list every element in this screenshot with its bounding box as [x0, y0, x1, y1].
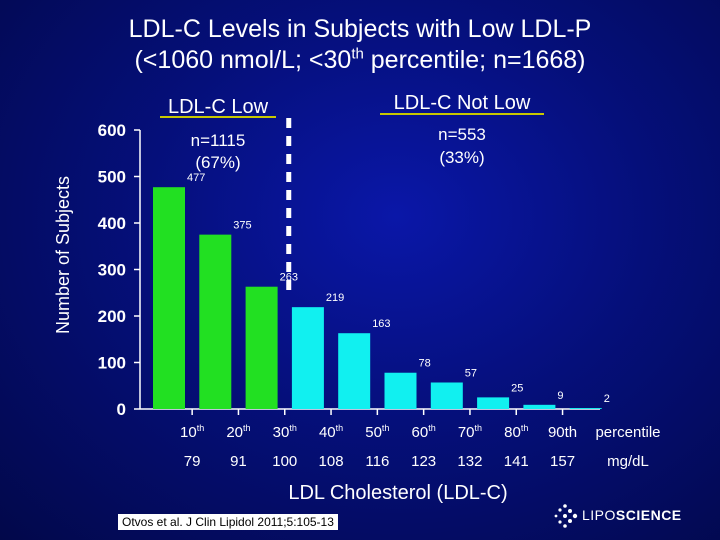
- bar-value-label: 163: [372, 318, 390, 330]
- mgdl-label: 157: [550, 453, 575, 470]
- subtitle-sup: th: [351, 45, 364, 63]
- group-low-label: LDL-C Low: [168, 96, 269, 118]
- y-tick-label: 300: [98, 261, 126, 280]
- subtitle-pre: (<1060 nmol/L; <30: [134, 46, 352, 74]
- bar-value-label: 25: [511, 382, 523, 394]
- percentile-label: 40th: [319, 423, 343, 441]
- group-low-percent: (67%): [195, 153, 240, 172]
- bar-9: [523, 404, 556, 409]
- mgdl-label: 108: [319, 453, 344, 470]
- y-tick-label: 400: [98, 214, 126, 233]
- bar-value-label: 9: [557, 390, 563, 402]
- y-tick-label: 0: [117, 400, 126, 419]
- y-tick-label: 500: [98, 168, 126, 187]
- bar-2: [199, 234, 232, 409]
- percentile-label: 90th: [548, 424, 577, 441]
- mgdl-label: 91: [230, 453, 247, 470]
- bar-value-label: 219: [326, 292, 344, 304]
- citation: Otvos et al. J Clin Lipidol 2011;5:105-1…: [118, 514, 338, 530]
- x-axis-title: LDL Cholesterol (LDL-C): [288, 482, 507, 504]
- mgdl-label: 123: [411, 453, 436, 470]
- bar-1: [153, 187, 185, 409]
- percentile-label: 60th: [412, 423, 436, 441]
- y-tick-label: 100: [98, 354, 126, 373]
- mgdl-unit-label: mg/dL: [607, 453, 649, 470]
- group-notlow-percent: (33%): [439, 148, 484, 167]
- logo-mark-icon: [554, 504, 578, 528]
- mgdl-label: 141: [504, 453, 529, 470]
- logo-text-pre: LIPO: [582, 507, 616, 523]
- bar-6: [384, 372, 417, 409]
- percentile-label: 50th: [365, 423, 389, 441]
- bar-value-label: 477: [187, 172, 205, 184]
- group-notlow-count: n=553: [438, 125, 486, 144]
- y-tick-label: 600: [98, 121, 126, 140]
- bar-value-label: 78: [419, 358, 431, 370]
- percentile-unit-label: percentile: [595, 424, 660, 441]
- bar-10: [569, 408, 602, 409]
- bar-value-label: 2: [604, 393, 610, 405]
- bar-value-label: 375: [233, 220, 251, 232]
- bar-7: [430, 382, 463, 409]
- group-low-count: n=1115: [191, 131, 246, 150]
- percentile-label: 80th: [504, 423, 528, 441]
- subtitle-post: percentile; n=1668): [363, 46, 586, 74]
- mgdl-label: 116: [365, 453, 389, 470]
- bar-3: [245, 286, 278, 409]
- y-axis-label: Number of Subjects: [53, 176, 73, 334]
- bar-8: [477, 397, 510, 409]
- bar-value-label: 263: [280, 272, 298, 284]
- percentile-label: 30th: [273, 423, 297, 441]
- mgdl-label: 79: [184, 453, 201, 470]
- logo-text-bold: SCIENCE: [615, 507, 682, 523]
- mgdl-label: 132: [457, 453, 482, 470]
- bar-5: [338, 333, 371, 409]
- group-notlow-label: LDL-C Not Low: [394, 92, 531, 114]
- percentile-label: 20th: [226, 423, 250, 441]
- y-tick-label: 200: [98, 307, 126, 326]
- company-logo: LIPOSCIENCE: [552, 502, 692, 530]
- chart-subtitle: (<1060 nmol/L; <30th percentile; n=1668): [0, 45, 720, 76]
- logo-text: LIPOSCIENCE: [582, 507, 682, 523]
- bar-4: [291, 307, 324, 409]
- bar-value-label: 57: [465, 367, 477, 379]
- percentile-label: 10th: [180, 423, 204, 441]
- chart-title: LDL-C Levels in Subjects with Low LDL-P: [128, 15, 592, 43]
- mgdl-label: 100: [272, 453, 297, 470]
- percentile-label: 70th: [458, 423, 482, 441]
